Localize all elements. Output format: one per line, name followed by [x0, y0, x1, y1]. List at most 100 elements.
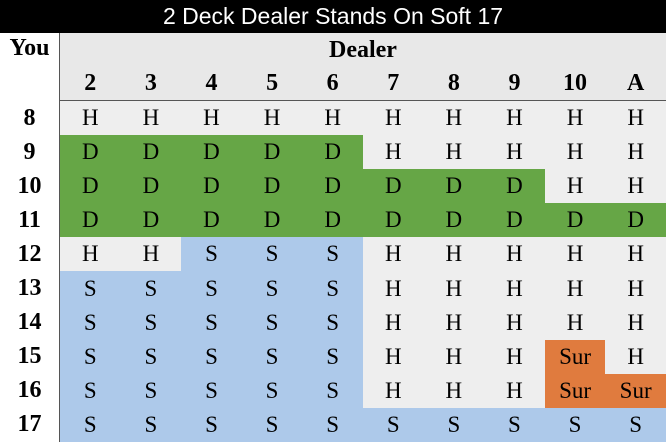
action-cell: H: [544, 169, 606, 204]
action-cell: S: [302, 373, 363, 408]
action-cell: S: [120, 339, 182, 374]
action-cell: H: [423, 237, 485, 272]
dealer-header-label: Dealer: [60, 33, 666, 67]
action-cell: S: [241, 271, 303, 306]
action-cell: S: [181, 407, 242, 442]
action-cell: D: [362, 203, 424, 238]
action-cell: S: [302, 339, 363, 374]
action-cell: D: [60, 135, 121, 170]
chart-title: 2 Deck Dealer Stands On Soft 17: [0, 0, 666, 33]
action-cell: D: [181, 135, 242, 170]
action-cell: S: [302, 305, 363, 340]
action-cell: H: [60, 101, 121, 136]
player-hand-12: 12: [0, 237, 60, 272]
action-cell: H: [423, 101, 485, 136]
action-cell: D: [120, 203, 182, 238]
action-cell: S: [60, 305, 121, 340]
action-cell: H: [544, 305, 606, 340]
dealer-up-card-3: 3: [120, 67, 182, 101]
action-cell: S: [241, 305, 303, 340]
action-cell: S: [60, 407, 121, 442]
action-cell: H: [362, 339, 424, 374]
action-cell: H: [302, 101, 363, 136]
action-cell: S: [120, 305, 182, 340]
strategy-table: You Dealer 2 3 4 5 6 7 8 9 10 A 8 H H H H H H H H H H 9 D D D D D H…: [0, 33, 666, 442]
action-cell: D: [181, 169, 242, 204]
action-cell: D: [302, 135, 363, 170]
action-cell: H: [544, 237, 606, 272]
action-cell: S: [181, 237, 242, 272]
dealer-up-card-4: 4: [181, 67, 242, 101]
action-cell: D: [544, 203, 606, 238]
player-hand-15: 15: [0, 339, 60, 374]
action-cell: H: [241, 101, 303, 136]
action-cell: D: [120, 135, 182, 170]
action-cell: S: [544, 407, 606, 442]
action-cell: D: [362, 169, 424, 204]
action-cell: S: [60, 271, 121, 306]
action-cell: H: [605, 305, 666, 340]
action-cell: D: [423, 169, 485, 204]
action-cell: D: [120, 169, 182, 204]
action-cell: S: [241, 339, 303, 374]
action-cell: S: [484, 407, 545, 442]
action-cell: S: [60, 373, 121, 408]
action-cell: H: [120, 237, 182, 272]
action-cell: D: [302, 203, 363, 238]
action-cell: D: [484, 169, 545, 204]
action-cell: H: [484, 339, 545, 374]
dealer-up-card-A: A: [605, 67, 666, 101]
dealer-up-card-8: 8: [423, 67, 485, 101]
action-cell: S: [605, 407, 666, 442]
dealer-up-card-5: 5: [241, 67, 303, 101]
dealer-up-card-7: 7: [362, 67, 424, 101]
action-cell: S: [181, 305, 242, 340]
action-cell: D: [302, 169, 363, 204]
action-cell: H: [423, 271, 485, 306]
action-cell: D: [60, 203, 121, 238]
player-hand-17: 17: [0, 407, 60, 442]
action-cell: H: [362, 237, 424, 272]
action-cell: S: [241, 237, 303, 272]
action-cell: H: [605, 237, 666, 272]
action-cell: H: [605, 101, 666, 136]
you-corner-label: You: [0, 33, 60, 101]
player-hand-9: 9: [0, 135, 60, 170]
action-cell: S: [60, 339, 121, 374]
action-cell: D: [241, 203, 303, 238]
action-cell: H: [423, 373, 485, 408]
player-hand-10: 10: [0, 169, 60, 204]
action-cell: S: [120, 407, 182, 442]
action-cell: Sur: [605, 373, 666, 408]
action-cell: D: [181, 203, 242, 238]
action-cell: S: [302, 237, 363, 272]
action-cell: S: [181, 271, 242, 306]
action-cell: S: [120, 373, 182, 408]
action-cell: H: [605, 271, 666, 306]
action-cell: H: [423, 339, 485, 374]
action-cell: H: [120, 101, 182, 136]
dealer-up-card-10: 10: [544, 67, 606, 101]
action-cell: H: [423, 135, 485, 170]
player-hand-16: 16: [0, 373, 60, 408]
action-cell: Sur: [544, 339, 606, 374]
player-hand-14: 14: [0, 305, 60, 340]
action-cell: H: [362, 135, 424, 170]
action-cell: H: [605, 339, 666, 374]
dealer-up-card-9: 9: [484, 67, 545, 101]
action-cell: D: [605, 203, 666, 238]
action-cell: S: [302, 407, 363, 442]
action-cell: D: [423, 203, 485, 238]
action-cell: S: [362, 407, 424, 442]
action-cell: D: [241, 135, 303, 170]
action-cell: D: [60, 169, 121, 204]
action-cell: S: [120, 271, 182, 306]
action-cell: H: [60, 237, 121, 272]
action-cell: H: [484, 305, 545, 340]
dealer-up-card-6: 6: [302, 67, 363, 101]
action-cell: H: [544, 271, 606, 306]
action-cell: H: [544, 135, 606, 170]
action-cell: S: [181, 373, 242, 408]
action-cell: H: [362, 373, 424, 408]
action-cell: H: [484, 373, 545, 408]
